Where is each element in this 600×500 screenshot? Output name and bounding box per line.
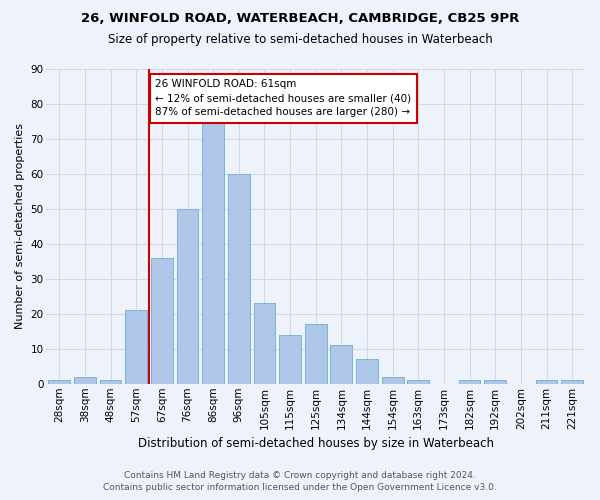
Bar (536, 380, 557, 384)
Bar (356, 360, 378, 384)
Bar (228, 174, 250, 384)
Bar (100, 380, 121, 384)
Bar (279, 335, 301, 384)
Bar (254, 304, 275, 384)
Bar (382, 377, 404, 384)
X-axis label: Distribution of semi-detached houses by size in Waterbeach: Distribution of semi-detached houses by … (138, 437, 494, 450)
Bar (305, 324, 326, 384)
Bar (151, 258, 173, 384)
Bar (202, 122, 224, 384)
Bar (331, 346, 352, 384)
Bar (74, 377, 96, 384)
Text: 26 WINFOLD ROAD: 61sqm
← 12% of semi-detached houses are smaller (40)
87% of sem: 26 WINFOLD ROAD: 61sqm ← 12% of semi-det… (155, 80, 412, 118)
Bar (49, 380, 70, 384)
Bar (407, 380, 429, 384)
Bar (484, 380, 506, 384)
Bar (458, 380, 481, 384)
Text: 26, WINFOLD ROAD, WATERBEACH, CAMBRIDGE, CB25 9PR: 26, WINFOLD ROAD, WATERBEACH, CAMBRIDGE,… (81, 12, 519, 26)
Bar (125, 310, 147, 384)
Y-axis label: Number of semi-detached properties: Number of semi-detached properties (15, 124, 25, 330)
Text: Contains HM Land Registry data © Crown copyright and database right 2024.
Contai: Contains HM Land Registry data © Crown c… (103, 471, 497, 492)
Bar (561, 380, 583, 384)
Bar (176, 209, 199, 384)
Text: Size of property relative to semi-detached houses in Waterbeach: Size of property relative to semi-detach… (107, 32, 493, 46)
